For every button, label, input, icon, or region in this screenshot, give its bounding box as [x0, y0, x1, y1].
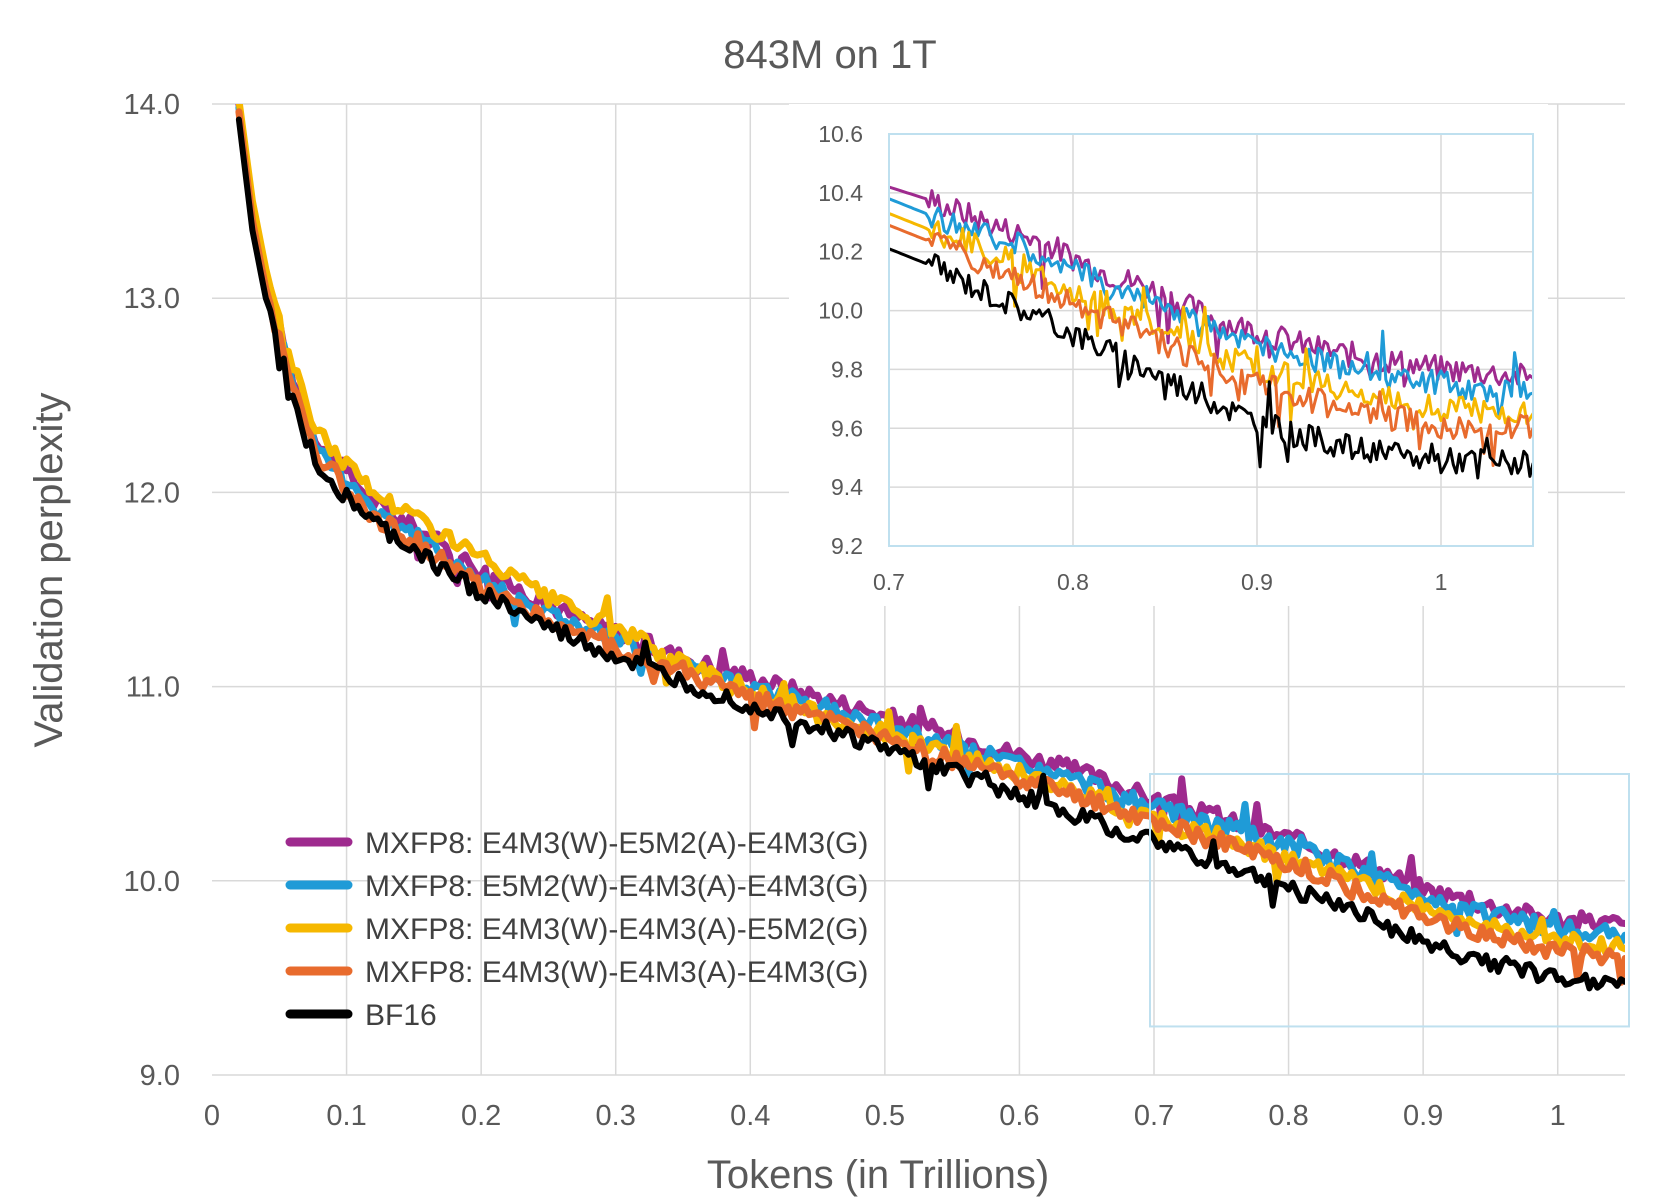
- inset-series-line: [889, 212, 1533, 431]
- legend-label: MXFP8: E4M3(W)-E4M3(A)-E5M2(G): [365, 913, 868, 946]
- inset-series-line: [889, 185, 1533, 388]
- inset-x-tick-label: 1: [1435, 569, 1448, 595]
- inset-y-tick-label: 9.2: [831, 533, 863, 559]
- main-x-tick-label: 1: [1550, 1100, 1566, 1132]
- inset-series-line: [889, 223, 1533, 467]
- inset-x-tick-label: 0.7: [873, 569, 905, 595]
- main-series-line: [235, 116, 1625, 992]
- main-y-tick-label: 9.0: [140, 1060, 180, 1092]
- main-x-tick-label: 0: [204, 1100, 220, 1132]
- x-axis-title: Tokens (in Trillions): [707, 1153, 1049, 1197]
- main-x-tick-label: 0.2: [461, 1100, 501, 1132]
- main-x-tick-label: 0.6: [999, 1100, 1039, 1132]
- legend-label: MXFP8: E4M3(W)-E4M3(A)-E4M3(G): [365, 956, 868, 989]
- inset-series-line: [889, 197, 1533, 420]
- inset-series-line: [889, 247, 1533, 480]
- inset-y-tick-label: 10.0: [818, 298, 863, 324]
- inset-x-tick-label: 0.8: [1057, 569, 1089, 595]
- legend-label: MXFP8: E5M2(W)-E4M3(A)-E4M3(G): [365, 870, 868, 903]
- legend-item: MXFP8: E5M2(W)-E4M3(A)-E4M3(G): [285, 870, 868, 903]
- legend-label: BF16: [365, 999, 437, 1032]
- main-y-tick-label: 13.0: [124, 283, 180, 315]
- legend: MXFP8: E4M3(W)-E5M2(A)-E4M3(G) MXFP8: E5M…: [285, 827, 868, 1032]
- main-x-tick-label: 0.1: [326, 1100, 366, 1132]
- main-y-tick-label: 12.0: [124, 477, 180, 509]
- inset-y-tick-label: 9.6: [831, 415, 863, 441]
- y-axis-title: Validation perplexity: [27, 392, 71, 747]
- main-x-tick-label: 0.8: [1268, 1100, 1308, 1132]
- inset-y-tick-label: 10.2: [818, 239, 863, 265]
- legend-label: MXFP8: E4M3(W)-E5M2(A)-E4M3(G): [365, 827, 868, 860]
- main-x-tick-label: 0.4: [730, 1100, 770, 1132]
- main-series-group: [235, 104, 1625, 992]
- inset-chart: 9.2 9.4 9.6 9.8 10.0 10.2 10.4 10.6 0.7 0.8 0.9 1: [789, 104, 1548, 606]
- inset-y-tick-label: 9.4: [831, 474, 863, 500]
- main-x-tick-label: 0.5: [865, 1100, 905, 1132]
- inset-y-tick-label: 9.8: [831, 356, 863, 382]
- legend-item: BF16: [285, 999, 437, 1032]
- zoom-region-box: [1149, 772, 1630, 1028]
- inset-x-tick-label: 0.9: [1241, 569, 1273, 595]
- inset-tick-labels: 9.2 9.4 9.6 9.8 10.0 10.2 10.4 10.6 0.7 0.8 0.9 1: [818, 121, 1447, 595]
- inset-y-tick-label: 10.4: [818, 180, 863, 206]
- main-x-tick-label: 0.9: [1403, 1100, 1443, 1132]
- inset-y-tick-label: 10.6: [818, 121, 863, 147]
- main-x-tick-label: 0.3: [596, 1100, 636, 1132]
- chart-title: 843M on 1T: [723, 33, 936, 77]
- main-y-tick-label: 10.0: [124, 866, 180, 898]
- legend-item: MXFP8: E4M3(W)-E5M2(A)-E4M3(G): [285, 827, 868, 860]
- main-x-tick-label: 0.7: [1134, 1100, 1174, 1132]
- main-y-tick-label: 11.0: [126, 672, 180, 704]
- main-tick-labels: 9.0 10.0 11.0 12.0 13.0 14.0 0 0.1 0.2 0.3 0.4 0.5 0…: [124, 89, 1566, 1132]
- legend-item: MXFP8: E4M3(W)-E4M3(A)-E5M2(G): [285, 913, 868, 946]
- main-y-tick-label: 14.0: [124, 89, 180, 121]
- inset-series-group: [889, 185, 1533, 480]
- legend-item: MXFP8: E4M3(W)-E4M3(A)-E4M3(G): [285, 956, 868, 989]
- main-series-line: [235, 104, 1625, 933]
- inset-frame: [888, 133, 1534, 547]
